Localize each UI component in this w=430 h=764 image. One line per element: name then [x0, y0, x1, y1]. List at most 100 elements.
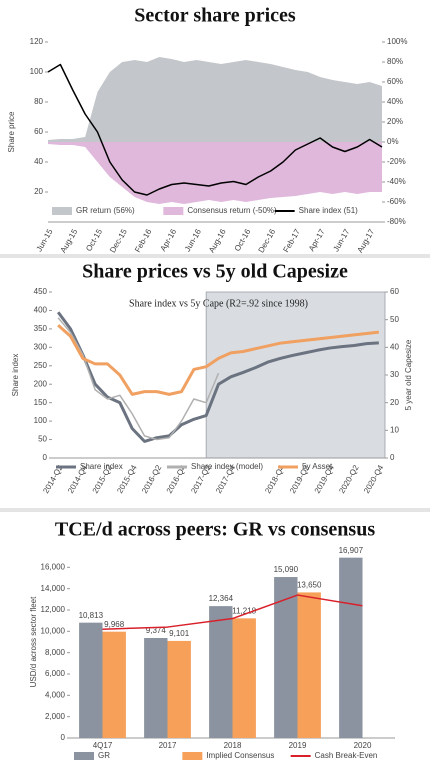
- line: [102, 594, 363, 630]
- x-tick-label: Feb-16: [133, 227, 154, 254]
- value-label: 10,813: [79, 611, 104, 620]
- y2-axis-label: 5 year old Capesize: [404, 339, 413, 410]
- legend-label: Share index (model): [191, 462, 263, 471]
- y-tick-label: 20: [34, 187, 43, 196]
- y-tick-label: 350: [34, 324, 48, 333]
- line: [56, 311, 379, 443]
- y-tick-label: 40: [34, 157, 43, 166]
- y-tick-label: 150: [34, 398, 48, 407]
- bar: [339, 557, 363, 738]
- line: [57, 324, 380, 396]
- x-tick-label: Aug-17: [355, 227, 376, 254]
- y2-tick-label: 20%: [387, 117, 403, 126]
- chart-title: TCE/d across peers: GR vs consensus: [55, 519, 375, 541]
- y-tick-label: 6,000: [45, 669, 66, 678]
- y-tick-label: 0: [43, 453, 48, 462]
- bar: [167, 640, 191, 738]
- x-tick-label: Apr-16: [158, 227, 178, 253]
- y2-tick-label: 0%: [387, 137, 399, 146]
- x-tick-label: Aug-15: [59, 227, 80, 254]
- y-tick-label: 60: [34, 127, 43, 136]
- bar: [144, 638, 168, 738]
- value-label: 12,364: [209, 594, 234, 603]
- y-tick-label: 80: [34, 97, 43, 106]
- line: [47, 63, 383, 196]
- y-axis-label: Share price: [7, 111, 16, 152]
- chart-title: Share prices vs 5y old Capesize: [82, 261, 348, 283]
- y2-tick-label: -40%: [387, 177, 406, 186]
- y-tick-label: 10,000: [41, 626, 66, 635]
- value-label: 15,090: [274, 565, 299, 574]
- bar: [209, 606, 233, 738]
- y-tick-label: 4,000: [45, 690, 66, 699]
- y-tick-label: 12,000: [41, 605, 66, 614]
- line: [57, 317, 220, 441]
- y-tick-label: 300: [34, 342, 48, 351]
- annotation: Share index vs 5y Cape (R2=.92 since 199…: [129, 298, 308, 309]
- bar: [297, 592, 321, 738]
- y2-tick-label: 0: [390, 453, 395, 462]
- legend-label: Cash Break-Even: [315, 751, 378, 760]
- y2-tick-label: 60: [390, 287, 399, 296]
- y2-tick-label: 40%: [387, 97, 403, 106]
- legend-swatch: [163, 207, 184, 215]
- x-tick-label: Feb-17: [281, 227, 302, 254]
- area: [48, 57, 382, 142]
- x-tick-label: Jun-15: [35, 227, 55, 253]
- y2-tick-label: 100%: [387, 37, 407, 46]
- value-label: 9,968: [104, 620, 125, 629]
- y2-tick-label: 10: [390, 425, 399, 434]
- y-tick-label: 200: [34, 379, 48, 388]
- bar: [102, 631, 126, 738]
- y-tick-label: 250: [34, 361, 48, 370]
- value-label: 9,374: [146, 626, 167, 635]
- x-tick-label: 2018: [224, 741, 242, 750]
- y2-tick-label: 60%: [387, 77, 403, 86]
- y-tick-label: 2,000: [45, 712, 66, 721]
- x-tick-label: 2020: [354, 741, 372, 750]
- legend-label: GR return (56%): [76, 206, 135, 215]
- y2-tick-label: 50: [390, 315, 399, 324]
- y-axis-label: USD/d across sector fleet: [29, 596, 38, 687]
- legend-label: Share index (51): [299, 206, 358, 215]
- legend-label: Consensus return (-50%): [187, 206, 277, 215]
- y-tick-label: 8,000: [45, 648, 66, 657]
- x-tick-label: 4Q17: [93, 741, 113, 750]
- y-tick-label: 400: [34, 306, 48, 315]
- bar: [274, 577, 298, 738]
- y2-tick-label: 80%: [387, 57, 403, 66]
- bar: [79, 622, 103, 738]
- x-tick-label: Oct-16: [233, 227, 253, 253]
- y-tick-label: 120: [30, 37, 44, 46]
- legend-swatch: [52, 207, 72, 215]
- x-tick-label: 2019: [289, 741, 307, 750]
- x-tick-label: Aug-16: [207, 227, 228, 254]
- y2-tick-label: 20: [390, 398, 399, 407]
- legend-swatch: [182, 752, 203, 760]
- value-label: 9,101: [169, 629, 190, 638]
- bar: [232, 618, 256, 738]
- y-tick-label: 50: [38, 435, 47, 444]
- y2-tick-label: -20%: [387, 157, 406, 166]
- y-tick-label: 16,000: [41, 562, 66, 571]
- legend-label: GR: [98, 751, 110, 760]
- y2-tick-label: 30: [390, 370, 399, 379]
- legend-label: Implied Consensus: [206, 751, 274, 760]
- x-tick-label: 2020-Q4: [362, 463, 386, 495]
- y-axis-label: Share index: [11, 354, 20, 397]
- legend-swatch: [74, 752, 94, 760]
- legend-label: 5y Asset: [302, 462, 333, 471]
- y2-tick-label: -80%: [387, 217, 406, 226]
- y-tick-label: 100: [34, 416, 48, 425]
- value-label: 11,218: [232, 606, 256, 615]
- y-tick-label: 450: [34, 287, 48, 296]
- y-tick-label: 0: [61, 733, 66, 742]
- y-tick-label: 100: [30, 67, 44, 76]
- chart-panel: Sector share prices 20 40 60 80 100 120 -80% -6…: [0, 5, 430, 258]
- chart-panel: Share prices vs 5y old Capesize Share in…: [0, 261, 430, 512]
- x-tick-label: 2020-Q2: [337, 463, 361, 495]
- x-tick-label: 2017: [159, 741, 177, 750]
- chart-panel: TCE/d across peers: GR vs consensus 0 2,0…: [29, 519, 395, 760]
- legend-label: Share index: [80, 462, 123, 471]
